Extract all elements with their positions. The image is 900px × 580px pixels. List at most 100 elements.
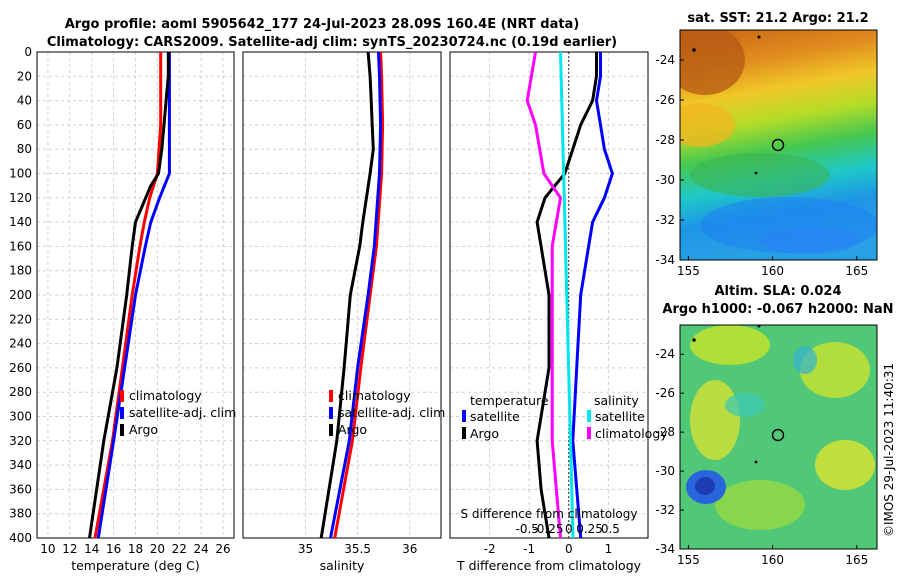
sla-low-patch (695, 477, 715, 495)
series-line-t-satellite (571, 52, 614, 539)
y-tick-label: 160 (9, 239, 32, 253)
legend-label: satellite (595, 409, 645, 424)
y-tick-label: 60 (17, 118, 32, 132)
series-line-climatology (93, 52, 163, 539)
series-line-s-satellite (559, 51, 575, 539)
series-line-climatology (333, 51, 385, 539)
series-line-t-argo (535, 52, 598, 539)
y-tick-label: 320 (9, 434, 32, 448)
sla-low-patch (793, 346, 817, 374)
sst-warm-patch (680, 30, 745, 95)
sla-map: Altim. SLA: 0.024 Argo h1000: -0.067 h20… (655, 284, 893, 567)
y-tick-label: -34 (655, 542, 675, 556)
island-marker (692, 48, 696, 52)
figure-title-line1: Argo profile: aoml 5905642_177 24-Jul-20… (65, 17, 580, 32)
sla-high-patch (715, 480, 805, 530)
y-tick-label: 100 (9, 167, 32, 181)
figure-title-line2: Climatology: CARS2009. Satellite-adj cli… (47, 35, 617, 50)
legend-title-salinity: salinity (594, 393, 639, 408)
legend-swatch (120, 390, 124, 402)
x-tick-label: 12 (62, 542, 77, 556)
x-tick-label: 20 (150, 542, 165, 556)
y-tick-label: -34 (655, 253, 675, 267)
x-tick-label: 26 (215, 542, 230, 556)
y-tick-label: 120 (9, 191, 32, 205)
legend-swatch (462, 410, 466, 422)
sla-map-title-2: Argo h1000: -0.067 h2000: NaN (662, 302, 893, 317)
argo-location-marker (771, 138, 785, 152)
sla-low-patch (725, 393, 765, 417)
y-tick-label: 40 (17, 94, 32, 108)
y-tick-label: 20 (17, 69, 32, 83)
sla-map-frame (679, 324, 878, 550)
argo-location-marker (771, 428, 785, 442)
legend-swatch (587, 410, 591, 422)
y-tick-label: 340 (9, 458, 32, 472)
sst-map-frame (679, 29, 878, 261)
x-tick-label: 155 (677, 553, 700, 567)
legend-swatch (120, 407, 124, 419)
island-marker (754, 460, 758, 464)
x-tick-label: 160 (761, 264, 784, 278)
sst-map-title: sat. SST: 21.2 Argo: 21.2 (687, 11, 868, 26)
legend-swatch (120, 424, 124, 436)
sst-cool-patch (760, 226, 860, 254)
x-tick-label: 160 (761, 553, 784, 567)
y-tick-label: 260 (9, 361, 32, 375)
series-line-argo (319, 51, 375, 539)
x-tick-label: 18 (128, 542, 143, 556)
x-tick-label: 165 (845, 264, 868, 278)
sst-green-patch (690, 153, 830, 197)
x-tick-label: 36 (402, 542, 417, 556)
y-tick-label: -30 (655, 173, 675, 187)
y-tick-label: -26 (655, 93, 675, 107)
x-tick-label: 35 (298, 542, 313, 556)
sst-map: sat. SST: 21.2 Argo: 21.2 155 160 165 -24 -2… (655, 11, 878, 278)
legend-title-temperature: temperature (470, 393, 549, 408)
top-tick-label: 0.25 (576, 522, 603, 536)
y-tick-label: -24 (655, 347, 675, 361)
top-tick-label: -0.25 (532, 522, 563, 536)
legend-swatch (329, 390, 333, 402)
y-tick-label: 80 (17, 142, 32, 156)
legend-swatch (587, 427, 591, 439)
series-line-s-climatology (525, 51, 562, 539)
legend-label: Argo (129, 422, 158, 437)
y-tick-label: -32 (655, 503, 675, 517)
legend-label: satellite (470, 409, 520, 424)
y-tick-label: 380 (9, 507, 32, 521)
series-line-satellite-adj-clim (329, 51, 383, 539)
temperature-panel: 0 20 40 60 80 100 120 140 160 180 200 220 240 260 280 3… (9, 45, 236, 573)
sla-map-axes: 155 160 165 -24 -26 -28 -30 -32 -34 (655, 347, 868, 567)
x-tick-label: 10 (40, 542, 55, 556)
y-tick-label: 240 (9, 337, 32, 351)
y-tick-label: 220 (9, 312, 32, 326)
top-tick-label: -0.5 (516, 522, 539, 536)
y-tick-label: 180 (9, 264, 32, 278)
x-tick-label: 1 (605, 542, 613, 556)
y-tick-label: -28 (655, 425, 675, 439)
y-tick-label: 140 (9, 215, 32, 229)
x-tick-label: 22 (172, 542, 187, 556)
x-axis-label: temperature (deg C) (71, 558, 200, 573)
x-axis-label: T difference from climatology (456, 558, 642, 573)
y-tick-label: 300 (9, 410, 32, 424)
sla-map-title-1: Altim. SLA: 0.024 (715, 284, 842, 299)
top-axis-label: S difference from climatology (461, 507, 638, 521)
top-tick-label: 0.5 (601, 522, 620, 536)
y-tick-label: -30 (655, 464, 675, 478)
top-tick-label: 0 (565, 522, 573, 536)
x-tick-label: 16 (106, 542, 121, 556)
watermark: ©IMOS 29-Jul-2023 11:40:31 (882, 363, 896, 537)
legend-label: Argo (470, 426, 499, 441)
island-marker (757, 324, 761, 328)
legend-label: climatology (595, 426, 668, 441)
island-marker (757, 35, 761, 39)
plot-frame (242, 51, 442, 539)
legend-label: climatology (338, 388, 411, 403)
y-tick-label: 0 (24, 45, 32, 59)
sst-map-axes: 155 160 165 -24 -26 -28 -30 -32 -34 (655, 53, 868, 278)
x-axis-label: salinity (320, 558, 365, 573)
legend-swatch (329, 424, 333, 436)
